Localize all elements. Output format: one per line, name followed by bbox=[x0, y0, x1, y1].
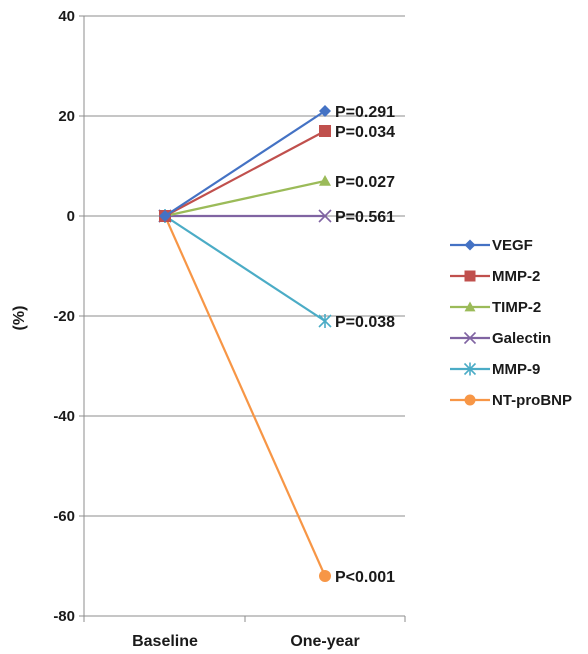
series-line-vegf bbox=[164, 110, 326, 217]
p-value-label: P=0.291 bbox=[335, 104, 395, 121]
data-point-vegf bbox=[319, 105, 331, 117]
legend-label: VEGF bbox=[492, 237, 533, 254]
series-line-timp-2 bbox=[164, 179, 326, 218]
series-mmp-2 bbox=[159, 125, 331, 222]
series-lines bbox=[158, 105, 332, 582]
legend-marker bbox=[464, 270, 476, 282]
legend-item-mmp-9: MMP-9 bbox=[450, 361, 540, 378]
data-point-mmp-9 bbox=[318, 314, 332, 328]
series-timp-2 bbox=[159, 175, 331, 221]
x-category-label: Baseline bbox=[132, 633, 198, 650]
legend: VEGF MMP-2 TIMP-2 Galectin MMP-9 NT-proBNP bbox=[450, 237, 572, 409]
y-axis-label: (%) bbox=[11, 306, 28, 331]
series-line-nt-probnp bbox=[163, 215, 327, 577]
legend-item-galectin: Galectin bbox=[450, 330, 551, 347]
legend-item-nt-probnp: NT-proBNP bbox=[450, 392, 572, 409]
y-tick-label: -40 bbox=[53, 408, 75, 425]
p-value-label: P=0.561 bbox=[335, 209, 395, 226]
y-tick-label: 0 bbox=[67, 208, 75, 225]
legend-marker bbox=[464, 394, 476, 406]
legend-label: MMP-9 bbox=[492, 361, 540, 378]
series-line-mmp-9 bbox=[164, 215, 326, 322]
y-tick-label: -20 bbox=[53, 308, 75, 325]
y-tick-label: -60 bbox=[53, 508, 75, 525]
series-mmp-9 bbox=[158, 209, 332, 328]
p-value-label: P=0.034 bbox=[335, 124, 395, 141]
legend-label: Galectin bbox=[492, 330, 551, 347]
legend-item-mmp-2: MMP-2 bbox=[450, 268, 540, 285]
series-vegf bbox=[159, 105, 331, 222]
data-point-galectin bbox=[318, 209, 332, 223]
legend-marker bbox=[464, 239, 476, 251]
y-tick-label: 40 bbox=[58, 8, 75, 25]
y-tick-label: -80 bbox=[53, 608, 75, 625]
x-category-label: One-year bbox=[290, 633, 359, 650]
data-point-timp-2 bbox=[319, 175, 331, 186]
y-tick-label: 20 bbox=[58, 108, 75, 125]
data-point-mmp-2 bbox=[319, 125, 331, 137]
p-value-annotations: P=0.291 P=0.034 P=0.027 P=0.561 P=0.038 P<0.0… bbox=[335, 104, 395, 586]
data-point-nt-probnp bbox=[319, 570, 331, 582]
series-line-mmp-2 bbox=[164, 130, 326, 217]
legend-label: MMP-2 bbox=[492, 268, 540, 285]
legend-label: TIMP-2 bbox=[492, 299, 541, 316]
p-value-label: P<0.001 bbox=[335, 569, 395, 586]
data-point-vegf bbox=[159, 210, 171, 222]
p-value-label: P=0.027 bbox=[335, 174, 395, 191]
legend-marker bbox=[464, 301, 476, 312]
legend-label: NT-proBNP bbox=[492, 392, 572, 409]
p-value-label: P=0.038 bbox=[335, 314, 395, 331]
legend-marker bbox=[463, 362, 477, 376]
legend-item-timp-2: TIMP-2 bbox=[450, 299, 541, 316]
axes: 40 20 0 -20 -40 -60 -80 Baseline One-year bbox=[53, 8, 406, 650]
legend-item-vegf: VEGF bbox=[450, 237, 533, 254]
series-nt-probnp bbox=[159, 210, 331, 582]
legend-marker bbox=[463, 331, 477, 345]
